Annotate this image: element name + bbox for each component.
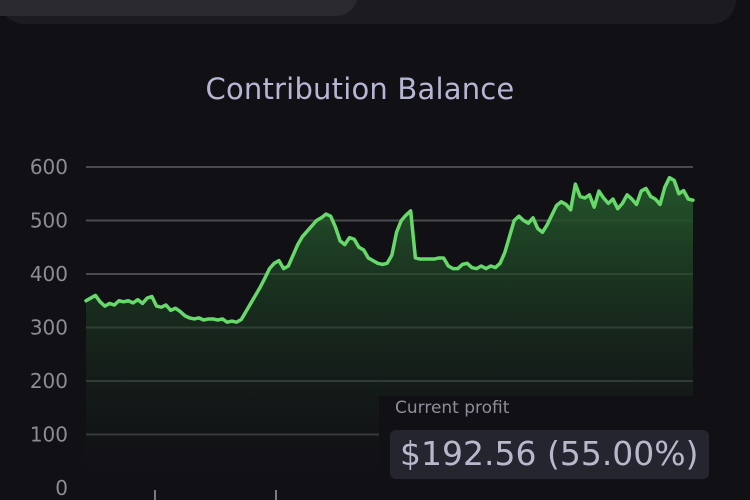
profit-tooltip: Current profit $192.56 (55.00%) — [379, 396, 709, 500]
y-tick-label: 200 — [30, 369, 68, 393]
tooltip-value: $192.56 (55.00%) — [390, 430, 709, 479]
y-tick-label: 300 — [30, 316, 68, 340]
y-tick-label: 500 — [30, 209, 68, 233]
balance-line — [84, 175, 695, 324]
y-tick-label: 400 — [30, 262, 68, 286]
tooltip-label: Current profit — [395, 398, 510, 418]
y-tick-label: 100 — [30, 423, 68, 447]
top-tab[interactable] — [0, 0, 358, 16]
y-tick-label: 600 — [30, 155, 68, 179]
chart-title: Contribution Balance — [205, 72, 515, 106]
y-tick-label: 0 — [55, 476, 68, 500]
